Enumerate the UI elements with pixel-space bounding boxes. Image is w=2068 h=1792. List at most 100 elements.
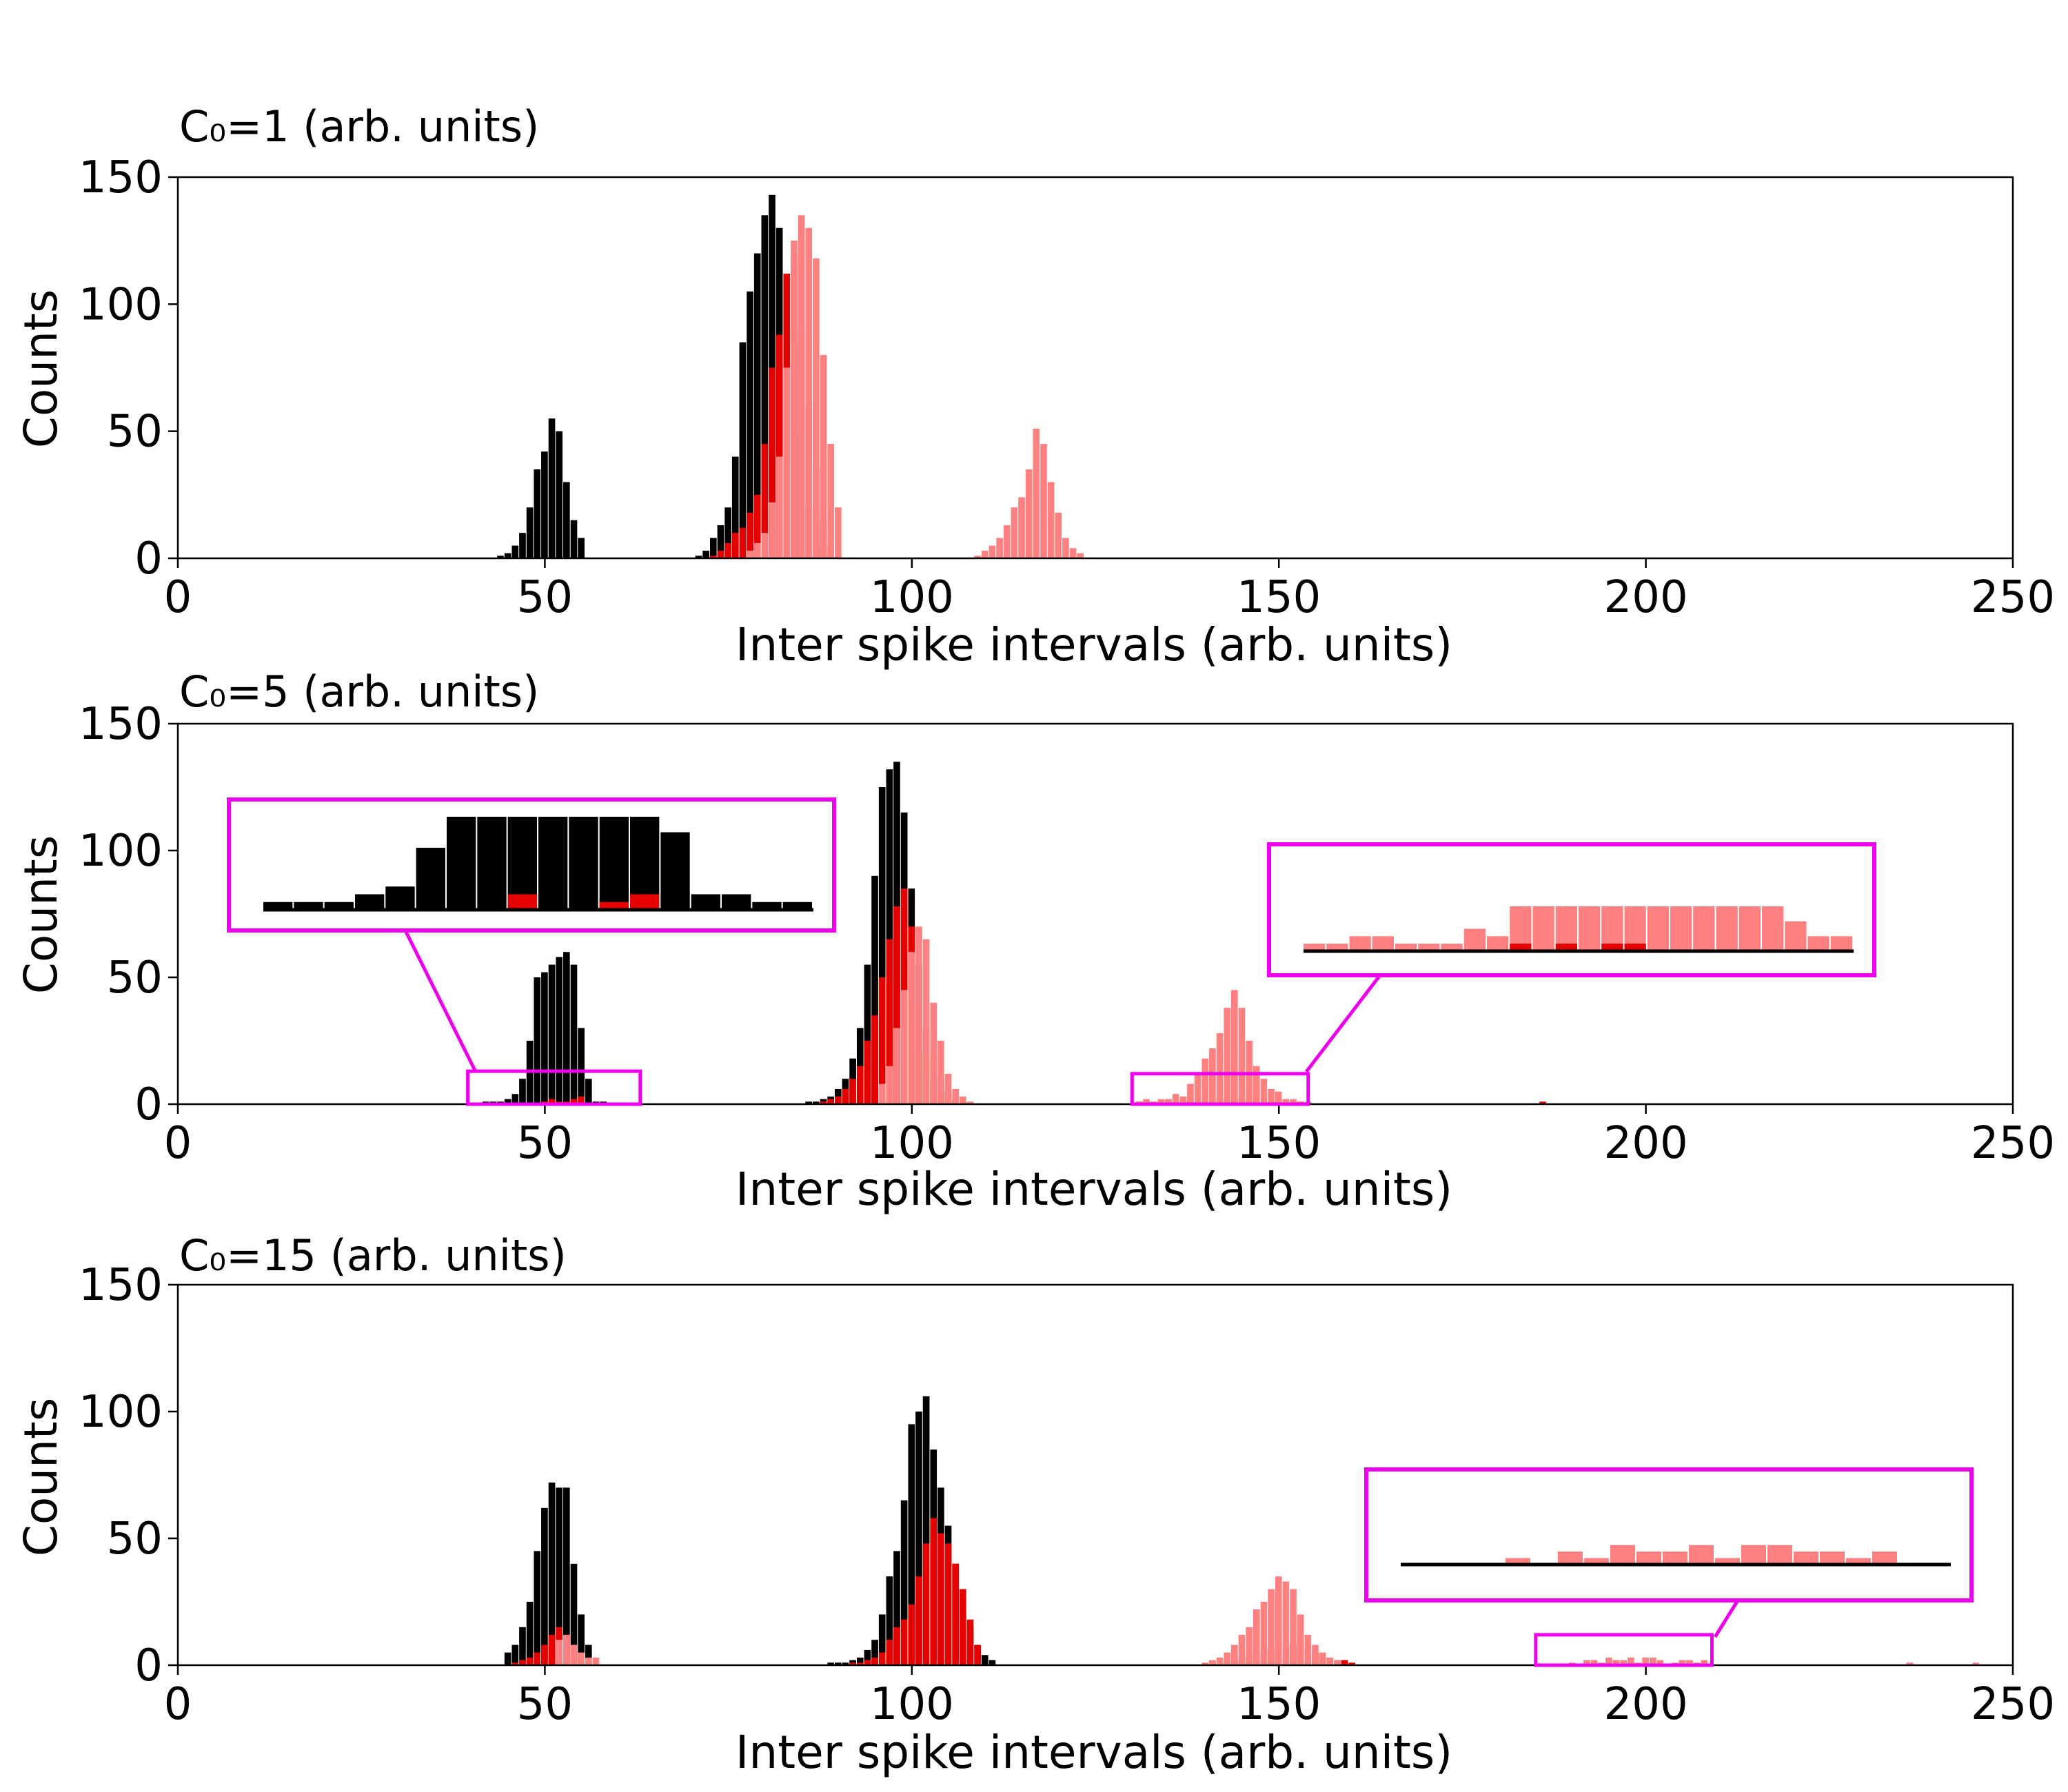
bar (1077, 553, 1084, 558)
bar (731, 456, 739, 558)
inset-bar (1794, 1551, 1818, 1565)
bar (511, 545, 519, 558)
bar (886, 1576, 893, 1665)
bar (1018, 497, 1025, 558)
inset-bar (447, 817, 476, 910)
bar (922, 1396, 930, 1665)
bar (952, 1088, 960, 1104)
bar (1179, 1096, 1187, 1104)
bar (1246, 1627, 1253, 1665)
bar (519, 1079, 526, 1104)
inset-bar (1647, 906, 1669, 951)
bar (937, 1533, 944, 1665)
bar (1209, 1660, 1216, 1665)
bar (966, 1101, 974, 1104)
bar (1157, 1099, 1165, 1104)
bar (871, 1640, 878, 1665)
panel-1-y-axis-label: Counts (14, 289, 68, 448)
y-tick-label: 150 (79, 1260, 163, 1311)
inset-bar (1830, 936, 1852, 951)
plot-frame (176, 176, 2014, 560)
bar (1334, 1660, 1341, 1665)
bar (563, 482, 570, 558)
inset-bar (569, 817, 598, 910)
bar (900, 990, 908, 1104)
x-tick-label: 200 (1604, 572, 1688, 623)
bar (996, 538, 1003, 558)
inset-bar (1304, 944, 1326, 951)
bar (1230, 990, 1238, 1104)
bar (548, 1634, 556, 1665)
bar (1972, 1662, 1980, 1665)
bar (908, 952, 915, 1104)
inset-bar (1601, 944, 1623, 951)
bar (585, 1079, 592, 1104)
bar (834, 1096, 842, 1104)
bar (900, 1619, 908, 1665)
bar (709, 538, 717, 558)
bar (570, 1099, 578, 1104)
bar (1341, 1660, 1348, 1665)
inset-bars (263, 817, 812, 910)
bar (556, 1640, 563, 1665)
y-tick-label: 0 (134, 1640, 163, 1691)
inset-bar (722, 894, 751, 910)
x-tick-label: 250 (1971, 1679, 2055, 1730)
bar (1260, 1602, 1268, 1665)
bar (1025, 469, 1033, 558)
bar (878, 1652, 886, 1665)
bar (1062, 538, 1069, 558)
bar (1260, 1079, 1268, 1104)
inset-bar (324, 902, 354, 910)
bar (497, 556, 504, 558)
inset-bar (1807, 936, 1829, 951)
bar (570, 1645, 578, 1665)
inset-bar (538, 817, 568, 910)
bar (747, 291, 753, 558)
bar (504, 1099, 511, 1104)
bar (878, 977, 886, 1104)
bar (769, 502, 776, 558)
bar (534, 469, 541, 558)
bar (1627, 1657, 1634, 1665)
bar (534, 977, 541, 1104)
inset-bar (1584, 1558, 1609, 1565)
x-tick-label: 150 (1237, 1118, 1321, 1169)
y-tick-label: 150 (79, 699, 163, 750)
bar (1224, 1008, 1230, 1104)
inset-bar (1738, 906, 1761, 951)
bar (1253, 1066, 1260, 1104)
bar (805, 1101, 813, 1104)
inset-bar (416, 848, 445, 910)
bar (731, 533, 739, 558)
bar (1906, 1662, 1914, 1665)
bar (930, 1002, 937, 1104)
bar (805, 227, 813, 558)
inset-bar (1846, 1558, 1871, 1565)
inset-bar (1418, 944, 1440, 951)
plot-frame (176, 722, 2014, 1106)
bar (548, 964, 556, 1104)
bar (886, 1640, 893, 1665)
bar (739, 342, 747, 558)
bar (585, 1645, 592, 1665)
inset-bar (385, 886, 415, 910)
bar (922, 939, 930, 1104)
bar (504, 553, 511, 558)
bar (1326, 1657, 1334, 1665)
inset-bars (1304, 906, 1852, 951)
bar (820, 1101, 827, 1104)
bar (1238, 1008, 1246, 1104)
zoom-connector (1713, 1599, 1740, 1638)
bar (878, 1614, 886, 1665)
bar (1275, 1091, 1282, 1104)
bar (893, 906, 900, 1104)
bar (1216, 1032, 1224, 1104)
panel-1: C₀=1 (arb. units) Counts Inter spike int… (14, 101, 2055, 671)
bar (556, 431, 563, 558)
bar (724, 507, 731, 558)
bar (1297, 1614, 1304, 1665)
y-tick-label: 100 (79, 1387, 163, 1438)
bar (709, 556, 717, 558)
series-2 (511, 1518, 1356, 1665)
